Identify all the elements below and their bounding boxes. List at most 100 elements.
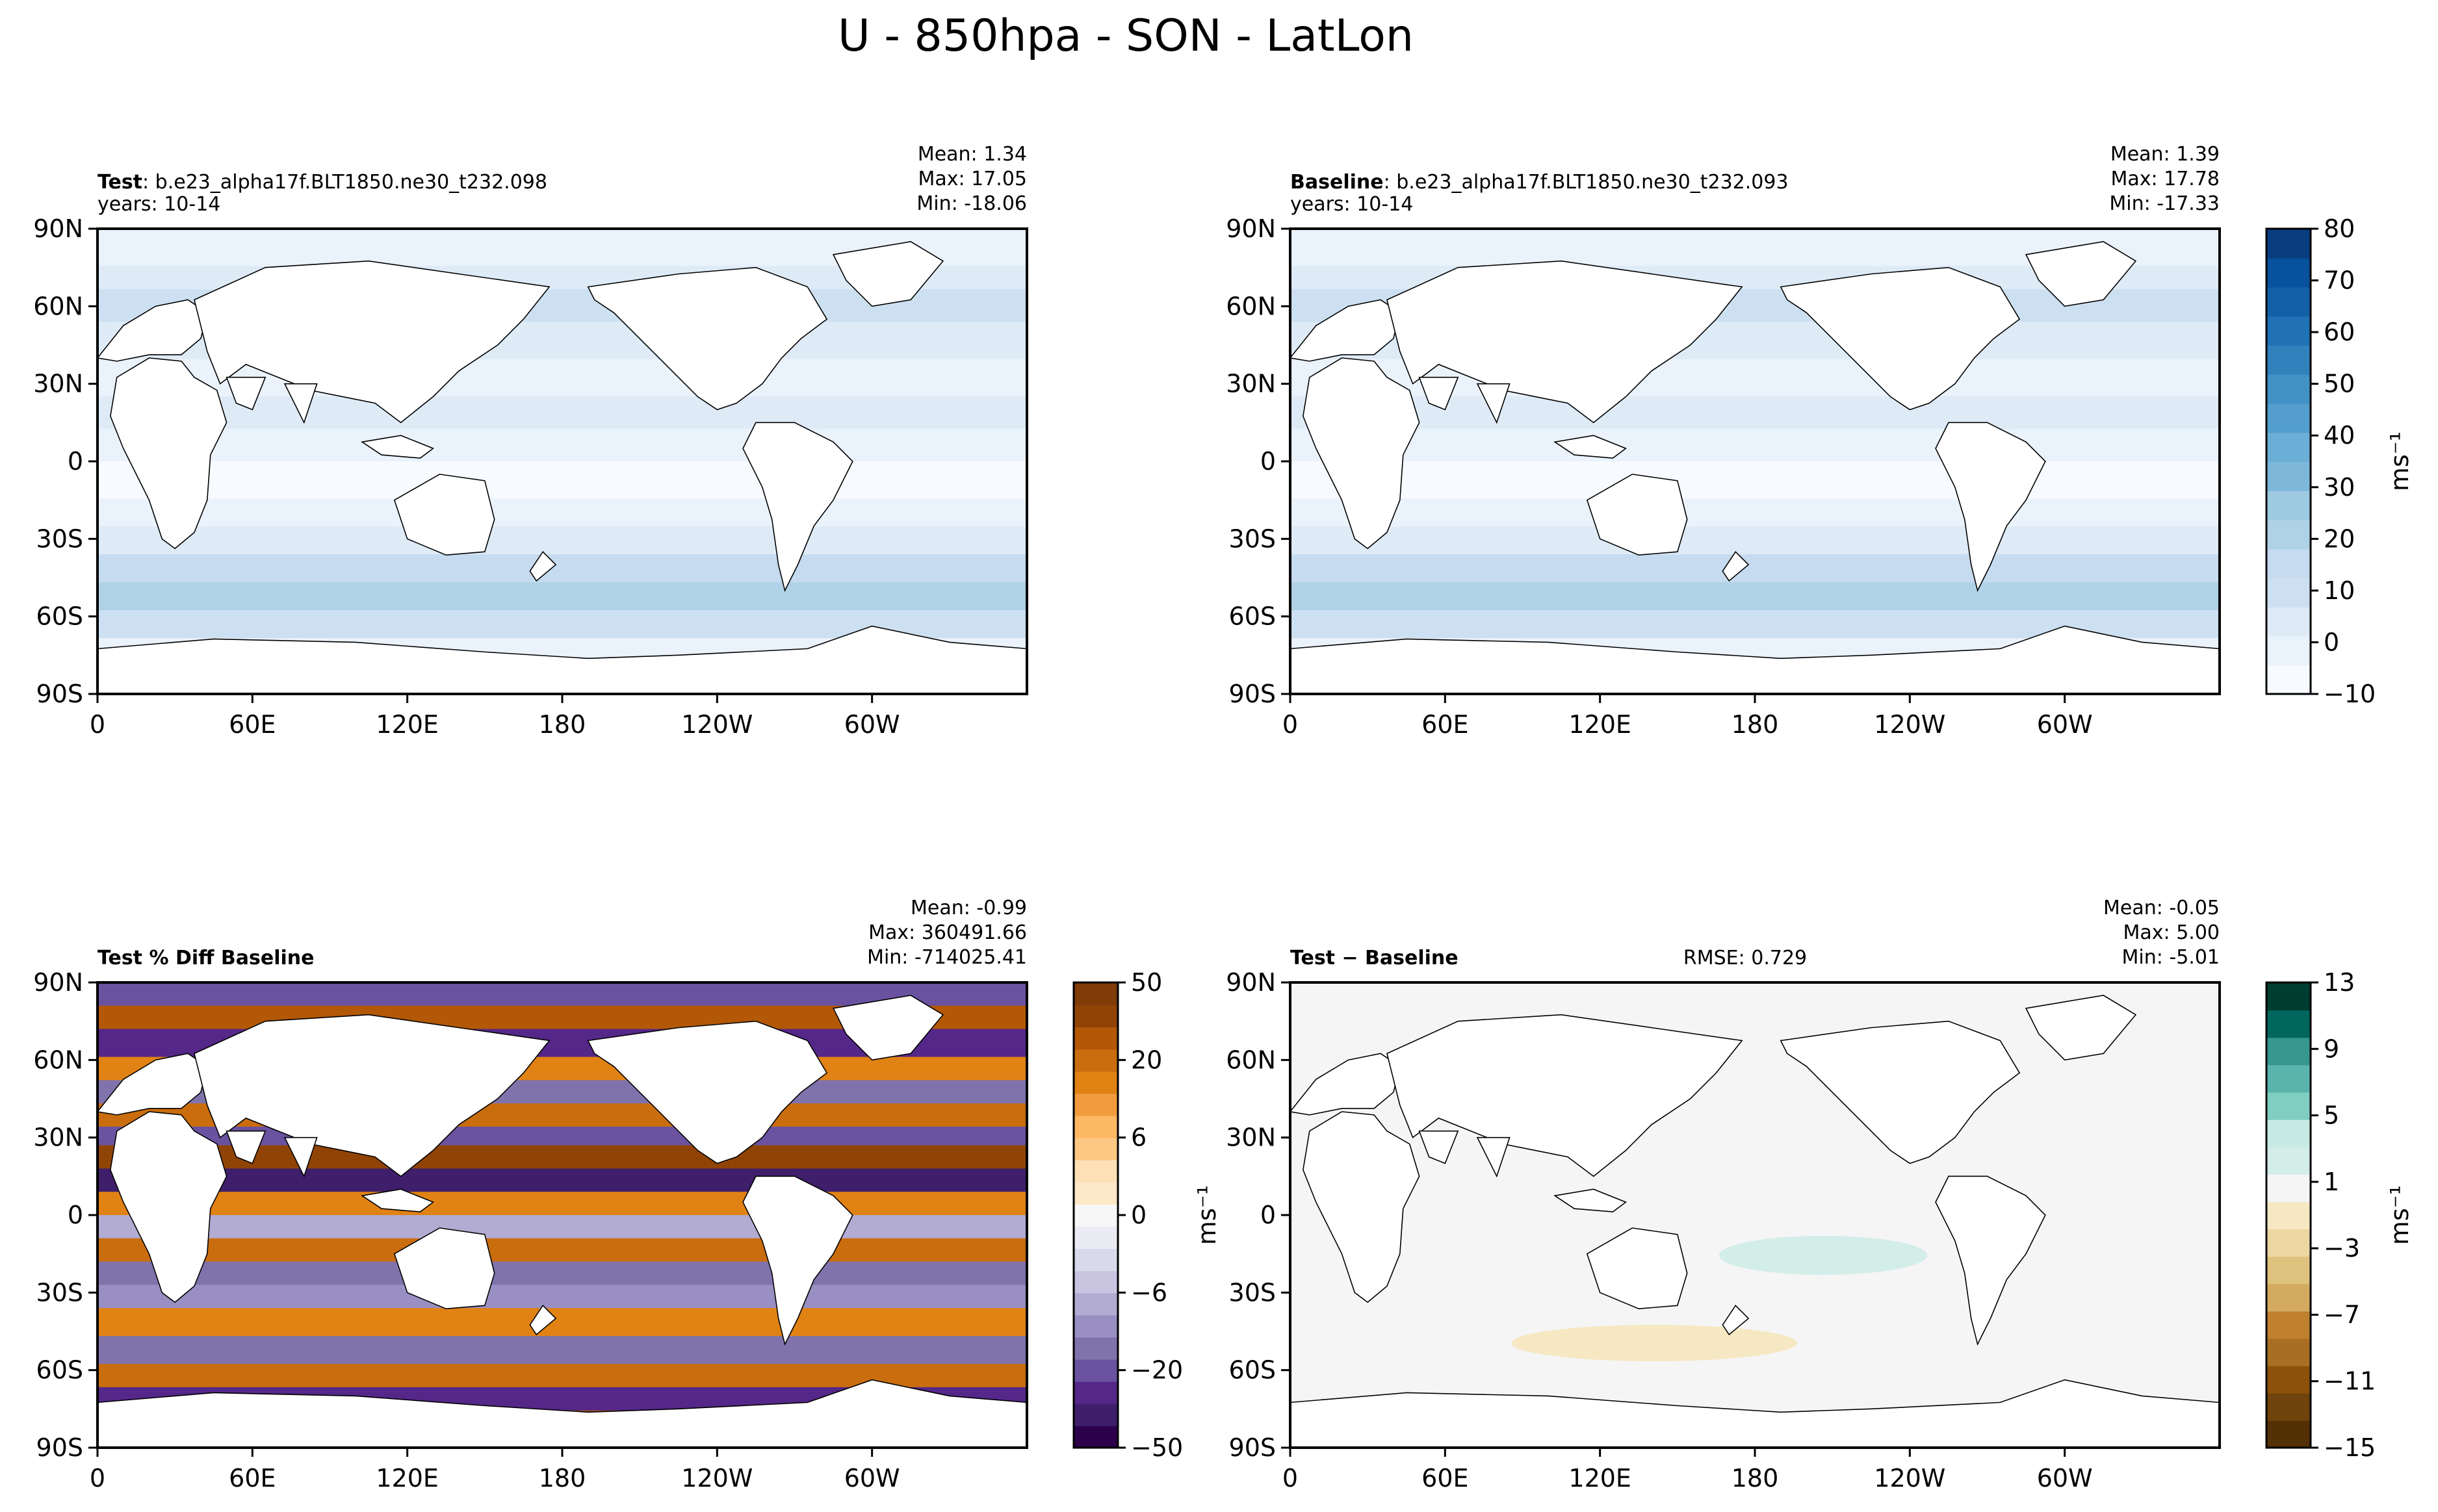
map-field <box>1290 982 2220 1448</box>
colorbar-segment <box>2266 432 2311 462</box>
lat-tick-label: 0 <box>1260 447 1276 476</box>
colorbar-tick-label: 9 <box>2324 1034 2339 1063</box>
stat-mean: Mean: -0.05 <box>2103 897 2220 919</box>
panel-title-bold: Test − Baseline <box>1290 947 1459 969</box>
colorbar-segment <box>2266 229 2311 259</box>
map-field <box>1290 229 2220 694</box>
lat-tick-label: 30N <box>1226 1123 1276 1152</box>
lat-tick-label: 60N <box>1226 292 1276 320</box>
lon-tick-label: 120E <box>376 1464 439 1493</box>
lat-tick-label: 30S <box>36 1278 83 1307</box>
colorbar-segment <box>2266 1365 2311 1394</box>
lon-tick-label: 180 <box>1731 710 1779 739</box>
field-band <box>97 461 1027 500</box>
anomaly-patch <box>1719 1236 1927 1275</box>
colorbar-segment <box>1074 1226 1118 1249</box>
field-band <box>97 1168 1027 1193</box>
panel-title: Test − Baseline <box>1290 947 1459 969</box>
colorbar-pct-diff: −50 −20 −6 0 6 20 50 ms⁻¹ <box>1072 968 1221 1462</box>
lat-tick-label: 90N <box>33 968 83 997</box>
lon-tick-label: 0 <box>1282 710 1298 739</box>
colorbar-tick-label: 40 <box>2324 421 2355 450</box>
colorbar-tick-label: −3 <box>2324 1234 2360 1262</box>
field-band <box>97 526 1027 556</box>
colorbar-segment <box>2266 519 2311 550</box>
field-band <box>97 554 1027 583</box>
field-band <box>97 582 1027 611</box>
panel-years: years: 10-14 <box>97 193 220 216</box>
colorbar-segment <box>1074 1292 1118 1316</box>
colorbar-segment <box>1074 1314 1118 1338</box>
lon-tick-label: 180 <box>539 710 586 739</box>
colorbar-tick-label: −20 <box>1131 1356 1183 1385</box>
panel-title-case: : b.e23_alpha17f.BLT1850.ne30_t232.093 <box>1384 171 1789 194</box>
colorbar-tick-label: −7 <box>2324 1300 2360 1329</box>
lon-tick-label: 120E <box>376 710 439 739</box>
colorbar-segment <box>2266 1119 2311 1147</box>
panel-title-bold: Baseline <box>1290 171 1384 194</box>
lon-tick-label: 120E <box>1568 1464 1631 1493</box>
colorbar-segment <box>1074 1381 1118 1404</box>
panel-title-bold: Test <box>97 171 142 194</box>
lon-tick-label: 60W <box>2037 1464 2093 1493</box>
colorbar-tick-label: 50 <box>2324 370 2355 398</box>
lon-tick-label: 120E <box>1568 710 1631 739</box>
colorbar-tick-label: −10 <box>2324 680 2376 708</box>
panel-rmse: RMSE: 0.729 <box>1683 947 1807 969</box>
colorbar-tick-label: −15 <box>2324 1433 2376 1462</box>
panel-test: Test: b.e23_alpha17f.BLT1850.ne30_t232.0… <box>33 143 1028 739</box>
field-band <box>1290 554 2220 583</box>
colorbar-tick-label: 6 <box>1131 1123 1147 1152</box>
colorbar-segment <box>2266 374 2311 404</box>
lat-tick-label: 90S <box>1229 680 1276 708</box>
colorbar-segment <box>1074 1425 1118 1448</box>
stat-max: Max: 5.00 <box>2123 921 2220 944</box>
lon-tick-label: 180 <box>1731 1464 1779 1493</box>
lat-tick-label: 60N <box>33 1045 83 1074</box>
colorbar-difference: −15 −11 −7 −3 1 5 9 13 ms⁻¹ <box>2265 968 2414 1462</box>
colorbar-segment <box>1074 1248 1118 1272</box>
colorbar-tick-label: 50 <box>1131 968 1162 997</box>
colorbar-unit: ms⁻¹ <box>2385 1185 2414 1245</box>
lat-tick-label: 60N <box>1226 1045 1276 1074</box>
colorbar-segment <box>2266 316 2311 346</box>
colorbar-tick-label: 70 <box>2324 266 2355 295</box>
colorbar-segment <box>1074 1359 1118 1382</box>
lon-tick-label: 60W <box>844 1464 900 1493</box>
colorbar-tick-label: 1 <box>2324 1168 2339 1196</box>
field-band <box>1290 582 2220 611</box>
colorbar-segment <box>2266 1283 2311 1312</box>
colorbar-tick-label: 0 <box>1131 1201 1147 1229</box>
colorbar-segment <box>2266 1146 2311 1175</box>
field-band <box>97 1261 1027 1286</box>
colorbar-segment <box>2266 461 2311 491</box>
field-band <box>97 428 1027 462</box>
lat-tick-label: 90N <box>1226 214 1276 243</box>
colorbar-segment <box>2266 606 2311 637</box>
stat-mean: Mean: 1.34 <box>918 143 1027 166</box>
colorbar-segment <box>1074 1071 1118 1094</box>
map-field <box>97 229 1027 694</box>
lat-tick-label: 90S <box>1229 1433 1276 1462</box>
lat-tick-label: 30N <box>33 1123 83 1152</box>
field-band <box>1290 428 2220 462</box>
lon-tick-label: 60E <box>229 1464 276 1493</box>
stat-min: Min: -5.01 <box>2122 946 2220 969</box>
stat-min: Min: -714025.41 <box>867 946 1027 969</box>
anomaly-patch <box>1511 1325 1797 1361</box>
colorbar-segment <box>2266 635 2311 666</box>
panel-diff: Test − Baseline RMSE: 0.729 Mean: -0.05Max… <box>1226 897 2221 1493</box>
lat-tick-label: 60N <box>33 292 83 320</box>
colorbar-segment <box>1074 1027 1118 1050</box>
colorbar-segment <box>2266 287 2311 317</box>
colorbar-segment <box>2266 982 2311 1011</box>
colorbar-segment <box>2266 1173 2311 1202</box>
colorbar-unit: ms⁻¹ <box>2385 431 2414 491</box>
colorbar-segment <box>1074 1181 1118 1205</box>
field-band <box>97 498 1027 528</box>
lon-tick-label: 60W <box>2037 710 2093 739</box>
lon-tick-label: 0 <box>1282 1464 1298 1493</box>
colorbar-segment <box>2266 1201 2311 1230</box>
colorbar-segment <box>2266 548 2311 578</box>
